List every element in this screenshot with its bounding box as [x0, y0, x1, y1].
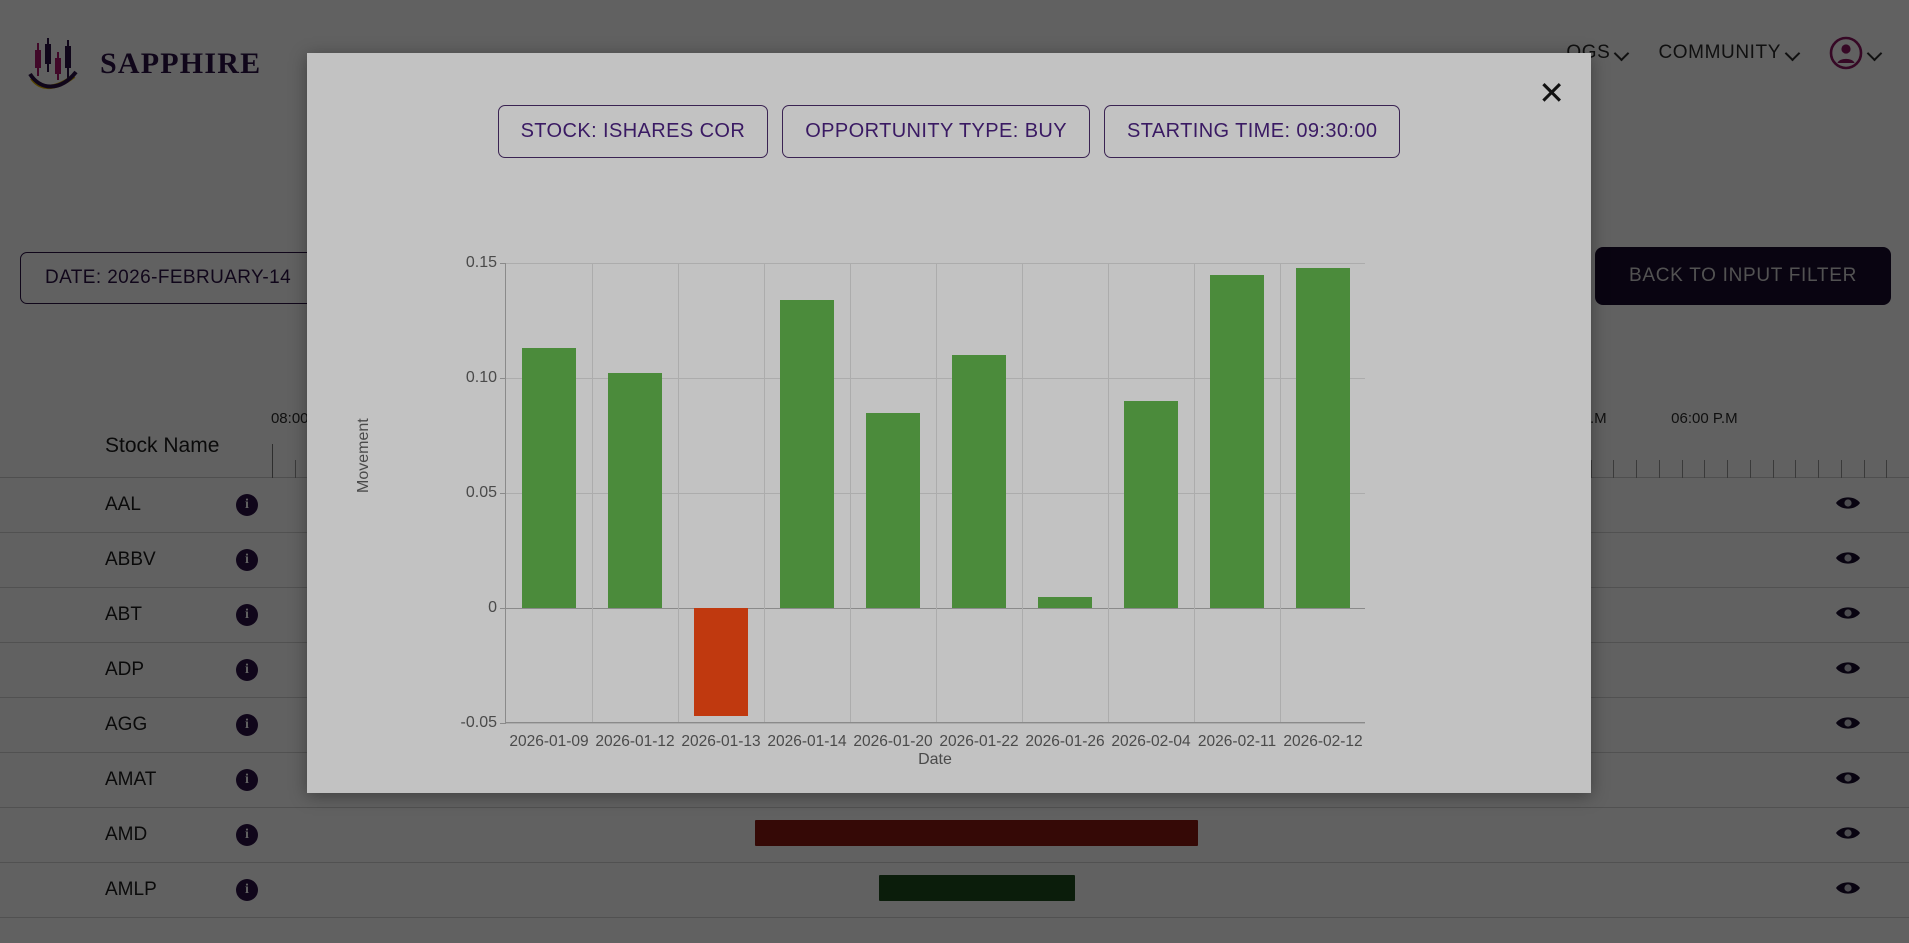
chart-gridline-horizontal [506, 493, 1365, 494]
chart-gridline-vertical [936, 263, 937, 722]
chart-gridline-vertical [1108, 263, 1109, 722]
chart-x-tick-label: 2026-01-12 [595, 733, 675, 750]
chart-gridline-vertical [764, 263, 765, 722]
chart-y-tick-label: 0.05 [465, 484, 497, 501]
close-icon[interactable]: ✕ [1538, 75, 1565, 111]
chart-bar[interactable] [522, 348, 576, 608]
chart-bar[interactable] [694, 608, 748, 717]
chart-y-tick-mark [500, 378, 506, 379]
chart-plot-area: -0.05 0 0.05 0.10 0.15 2026-01-09 2026-01-12 20… [461, 254, 1365, 750]
chart-y-tick-label: -0.05 [460, 714, 497, 731]
chart-x-tick-label: 2026-01-09 [509, 733, 589, 750]
chart-bar[interactable] [1296, 267, 1350, 608]
chart-x-tick-label: 2026-01-20 [853, 733, 933, 750]
chart-bar[interactable] [608, 373, 662, 608]
chart-x-tick-label: 2026-02-12 [1283, 733, 1363, 750]
chart-gridline-vertical [850, 263, 851, 722]
chip-stock[interactable]: STOCK: ISHARES COR [497, 105, 769, 158]
chart-x-tick-label: 2026-01-26 [1025, 733, 1105, 750]
movement-bar-chart: Movement Date -0.05 0 0.05 0.10 0.15 2026-01-… [307, 203, 1591, 768]
chart-x-tick-label: 2026-01-13 [681, 733, 761, 750]
modal-info-chips: STOCK: ISHARES COR OPPORTUNITY TYPE: BUY… [307, 105, 1591, 158]
chart-bar[interactable] [1124, 401, 1178, 608]
chart-y-tick-mark [500, 723, 506, 724]
chart-gridline-vertical [678, 263, 679, 722]
chart-x-tick-label: 2026-02-04 [1111, 733, 1191, 750]
chart-bar[interactable] [780, 299, 834, 608]
chart-gridline-vertical [1022, 263, 1023, 722]
chart-gridline-vertical [1194, 263, 1195, 722]
chart-gridline-vertical [592, 263, 593, 722]
stock-detail-modal: ✕ STOCK: ISHARES COR OPPORTUNITY TYPE: B… [307, 53, 1591, 793]
chart-x-tick-label: 2026-02-11 [1197, 733, 1277, 750]
chart-bar[interactable] [1210, 274, 1264, 608]
chart-gridline-vertical [1280, 263, 1281, 722]
chart-y-tick-mark [500, 263, 506, 264]
chart-bar[interactable] [1038, 596, 1092, 608]
chart-y-tick-label: 0 [488, 599, 497, 616]
chart-x-tick-label: 2026-01-22 [939, 733, 1019, 750]
chart-gridline-horizontal [506, 378, 1365, 379]
chart-gridline-horizontal [506, 723, 1365, 724]
chart-x-tick-label: 2026-01-14 [767, 733, 847, 750]
chart-bar[interactable] [866, 412, 920, 608]
chart-gridline-horizontal [506, 608, 1365, 610]
chart-y-tick-mark [500, 493, 506, 494]
chart-y-tick-label: 0.10 [465, 369, 497, 386]
chip-opportunity-type[interactable]: OPPORTUNITY TYPE: BUY [782, 105, 1091, 158]
chip-starting-time[interactable]: STARTING TIME: 09:30:00 [1104, 105, 1401, 158]
chart-gridline-horizontal [506, 263, 1365, 264]
chart-bar[interactable] [952, 355, 1006, 608]
chart-y-tick-mark [500, 608, 506, 609]
chart-y-axis-label: Movement [355, 418, 372, 493]
chart-x-axis-label: Date [918, 751, 952, 768]
chart-y-tick-label: 0.15 [465, 254, 497, 271]
